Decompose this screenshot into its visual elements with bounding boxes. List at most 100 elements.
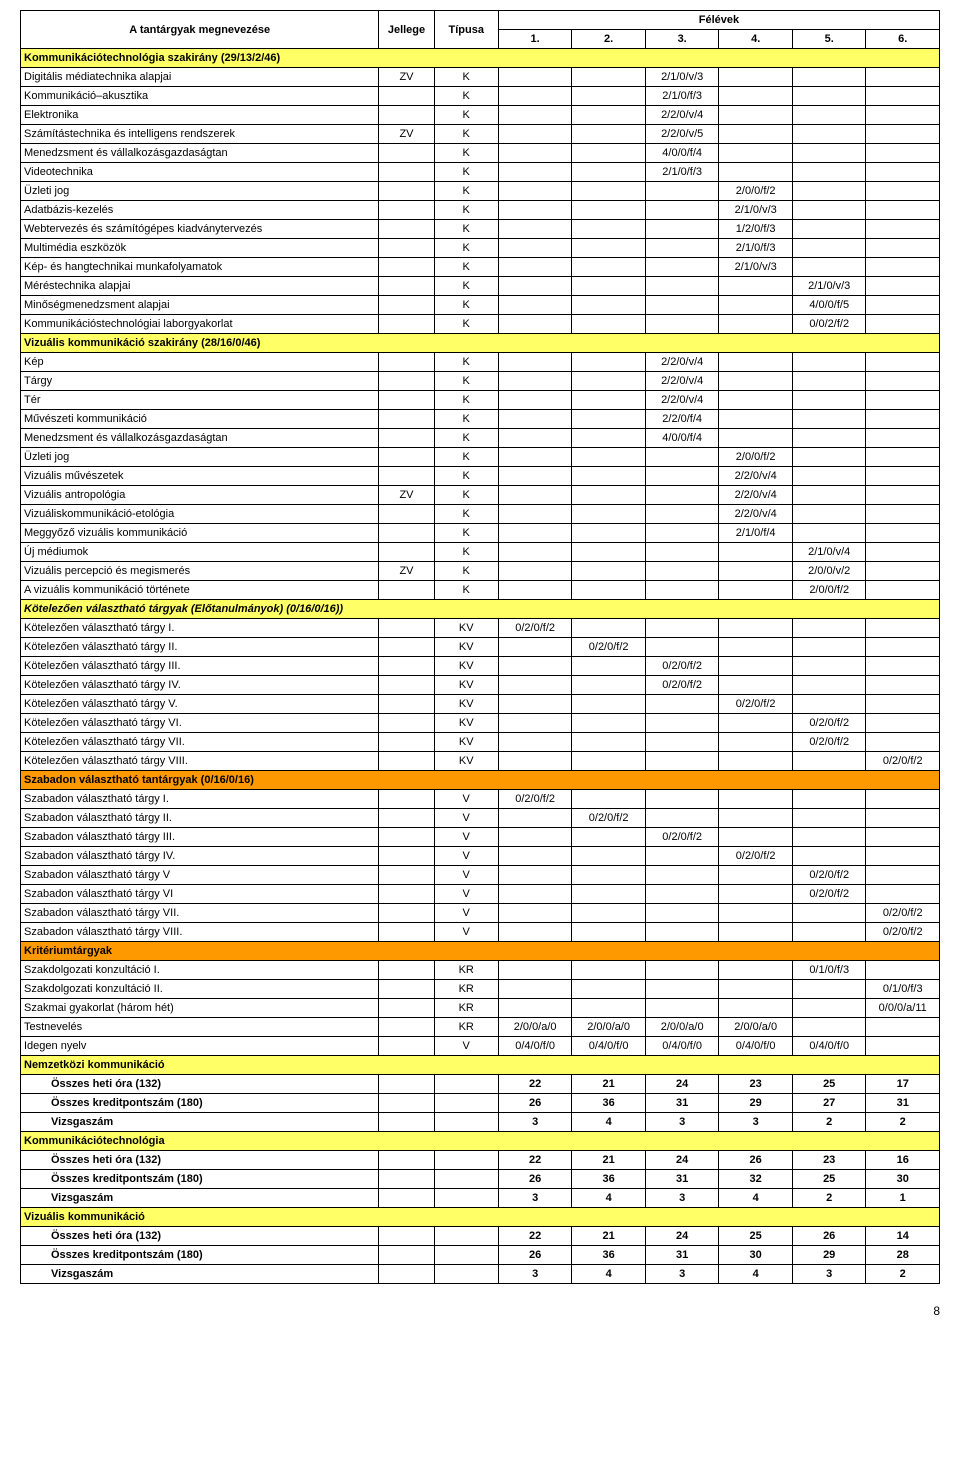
table-row: KépK2/2/0/v/4 — [21, 353, 940, 372]
cell: K — [434, 562, 498, 581]
cell: K — [434, 163, 498, 182]
cell: 2/1/0/f/3 — [719, 239, 793, 258]
cell — [719, 410, 793, 429]
cell — [645, 847, 719, 866]
cell: V — [434, 809, 498, 828]
cell — [719, 543, 793, 562]
summary-title: Kommunikációtechnológia — [21, 1132, 940, 1151]
cell — [645, 638, 719, 657]
cell — [645, 904, 719, 923]
cell — [792, 1018, 866, 1037]
cell: 26 — [719, 1151, 793, 1170]
cell — [379, 239, 434, 258]
cell — [719, 163, 793, 182]
cell — [379, 1265, 434, 1284]
table-row: TestnevelésKR2/0/0/a/02/0/0/a/02/0/0/a/0… — [21, 1018, 940, 1037]
cell — [572, 144, 646, 163]
cell: Tárgy — [21, 372, 379, 391]
cell — [866, 296, 940, 315]
cell: 2/0/0/f/2 — [792, 581, 866, 600]
section-header: Vizuális kommunikáció szakirány (28/16/0… — [21, 334, 940, 353]
cell — [379, 1037, 434, 1056]
cell: Menedzsment és vállalkozásgazdaságtan — [21, 429, 379, 448]
cell — [645, 695, 719, 714]
cell — [572, 999, 646, 1018]
cell — [792, 809, 866, 828]
cell — [792, 68, 866, 87]
cell — [572, 429, 646, 448]
cell: Üzleti jog — [21, 182, 379, 201]
table-body: Kommunikációtechnológia szakirány (29/13… — [21, 49, 940, 1284]
hdr-sem-4: 4. — [719, 30, 793, 49]
cell — [866, 695, 940, 714]
cell: 3 — [792, 1265, 866, 1284]
cell — [498, 543, 572, 562]
cell: Vizuáliskommunikáció-etológia — [21, 505, 379, 524]
cell: 2/2/0/v/4 — [645, 106, 719, 125]
cell — [572, 277, 646, 296]
cell — [379, 296, 434, 315]
cell — [866, 562, 940, 581]
table-row: Vizuális antropológiaZVK2/2/0/v/4 — [21, 486, 940, 505]
cell: K — [434, 581, 498, 600]
cell — [498, 410, 572, 429]
cell — [379, 885, 434, 904]
cell — [498, 220, 572, 239]
cell — [792, 980, 866, 999]
cell: 0/2/0/f/2 — [572, 809, 646, 828]
cell: 2/1/0/v/3 — [645, 68, 719, 87]
cell: 0/2/0/f/2 — [792, 733, 866, 752]
cell — [572, 182, 646, 201]
cell: 0/2/0/f/2 — [645, 657, 719, 676]
cell — [792, 657, 866, 676]
table-row: Szabadon választható tárgy VIV0/2/0/f/2 — [21, 885, 940, 904]
table-row: Kötelezően választható tárgy II.KV0/2/0/… — [21, 638, 940, 657]
cell — [572, 695, 646, 714]
cell — [866, 258, 940, 277]
cell: 2/0/0/f/2 — [719, 448, 793, 467]
cell — [498, 714, 572, 733]
cell — [379, 1018, 434, 1037]
cell: Kötelezően választható tárgy II. — [21, 638, 379, 657]
cell — [866, 353, 940, 372]
cell — [792, 182, 866, 201]
cell — [719, 752, 793, 771]
cell: K — [434, 87, 498, 106]
table-row: Kötelezően választható tárgyak (Előtanul… — [21, 600, 940, 619]
cell — [498, 961, 572, 980]
cell: 22 — [498, 1075, 572, 1094]
cell: V — [434, 828, 498, 847]
cell: Kommunikációstechnológiai laborgyakorlat — [21, 315, 379, 334]
cell: KV — [434, 619, 498, 638]
cell: Szabadon választható tárgy VII. — [21, 904, 379, 923]
cell: Szakdolgozati konzultáció I. — [21, 961, 379, 980]
cell — [379, 752, 434, 771]
table-row: Szakdolgozati konzultáció I.KR0/1/0/f/3 — [21, 961, 940, 980]
cell: 31 — [645, 1094, 719, 1113]
table-row: Méréstechnika alapjaiK2/1/0/v/3 — [21, 277, 940, 296]
cell — [379, 1170, 434, 1189]
cell — [498, 372, 572, 391]
cell — [379, 809, 434, 828]
table-row: Kötelezően választható tárgy III.KV0/2/0… — [21, 657, 940, 676]
cell — [498, 391, 572, 410]
cell: 0/4/0/f/0 — [719, 1037, 793, 1056]
table-row: Művészeti kommunikációK2/2/0/f/4 — [21, 410, 940, 429]
cell: Üzleti jog — [21, 448, 379, 467]
cell: 4 — [572, 1113, 646, 1132]
cell — [866, 315, 940, 334]
cell — [379, 1075, 434, 1094]
cell — [379, 201, 434, 220]
cell: Adatbázis-kezelés — [21, 201, 379, 220]
cell: ZV — [379, 125, 434, 144]
cell — [645, 296, 719, 315]
cell: V — [434, 885, 498, 904]
hdr-felevek: Félévek — [498, 11, 939, 30]
cell — [379, 410, 434, 429]
cell — [645, 562, 719, 581]
cell — [719, 353, 793, 372]
cell: V — [434, 847, 498, 866]
cell: KR — [434, 1018, 498, 1037]
cell — [572, 733, 646, 752]
summary-label: Vizsgaszám — [21, 1113, 379, 1132]
